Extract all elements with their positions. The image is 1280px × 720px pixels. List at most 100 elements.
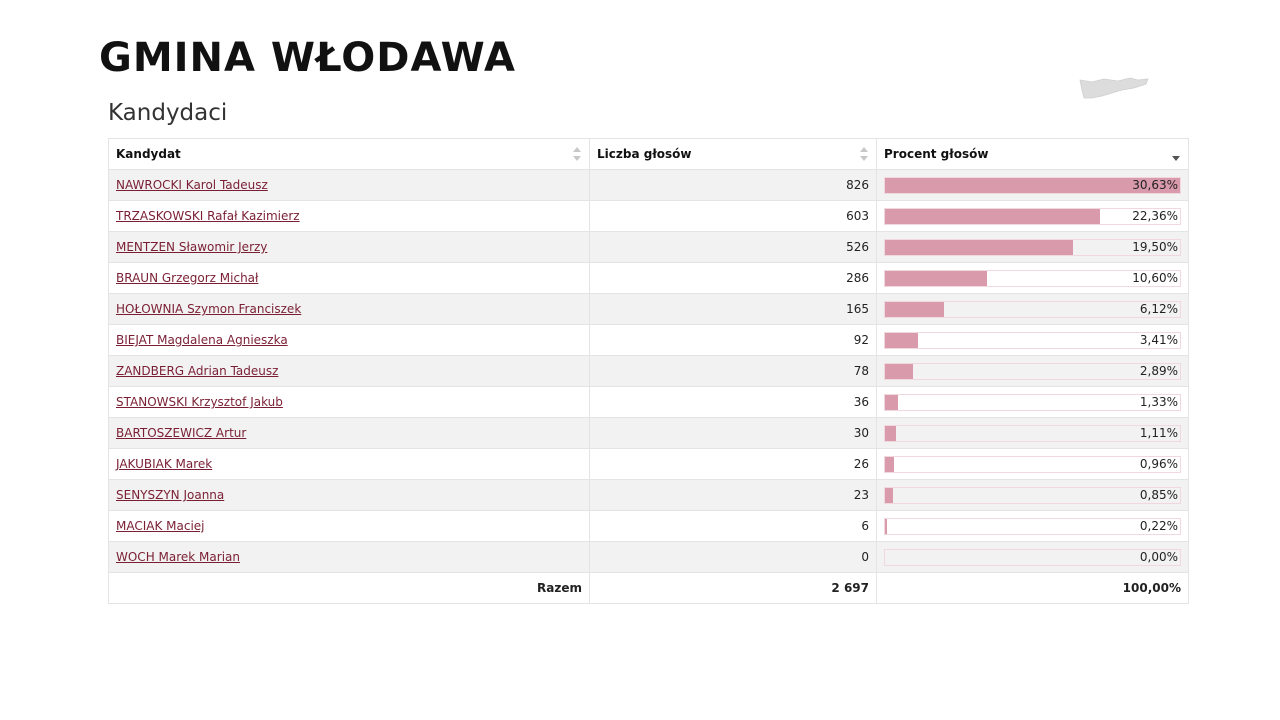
region-map-icon [1079,77,1149,99]
percent-bar-track: 1,33% [884,393,1181,411]
candidate-link[interactable]: ZANDBERG Adrian Tadeusz [116,364,279,378]
percent-cell: 1,33% [876,386,1189,418]
candidate-cell: JAKUBIAK Marek [108,448,590,480]
table-header-row: Kandydat Liczba głosów Procent głosów [108,138,1189,170]
percent-bar-fill [885,270,988,286]
percent-bar-track: 22,36% [884,207,1181,225]
percent-bar-fill [885,363,913,379]
votes-cell: 26 [589,448,877,480]
percent-bar-track: 10,60% [884,269,1181,287]
percent-cell: 6,12% [876,293,1189,325]
percent-label: 30,63% [1132,177,1178,192]
candidates-table: Kandydat Liczba głosów Procent głosów NA… [108,138,1189,604]
percent-bar-track: 1,11% [884,424,1181,442]
table-row: HOŁOWNIA Szymon Franciszek 165 6,12% [108,293,1189,325]
candidate-link[interactable]: HOŁOWNIA Szymon Franciszek [116,302,302,316]
percent-label: 10,60% [1132,270,1178,285]
table-row: SENYSZYN Joanna 23 0,85% [108,479,1189,511]
percent-label: 22,36% [1132,208,1178,223]
section-title: Kandydaci [108,100,228,126]
percent-bar-track: 6,12% [884,300,1181,318]
candidate-link[interactable]: NAWROCKI Karol Tadeusz [116,178,268,192]
votes-cell: 0 [589,541,877,573]
header-candidate[interactable]: Kandydat [108,138,590,170]
percent-bar-fill [885,394,898,410]
percent-cell: 3,41% [876,324,1189,356]
table-row: ZANDBERG Adrian Tadeusz 78 2,89% [108,355,1189,387]
total-row: Razem 2 697 100,00% [108,572,1189,604]
votes-cell: 78 [589,355,877,387]
candidate-link[interactable]: SENYSZYN Joanna [116,488,225,502]
votes-cell: 165 [589,293,877,325]
votes-cell: 826 [589,169,877,201]
total-percent: 100,00% [876,572,1189,604]
table-row: NAWROCKI Karol Tadeusz 826 30,63% [108,169,1189,201]
header-candidate-label: Kandydat [116,147,181,161]
percent-cell: 2,89% [876,355,1189,387]
sort-icon[interactable] [573,147,581,161]
candidate-cell: SENYSZYN Joanna [108,479,590,511]
candidate-cell: TRZASKOWSKI Rafał Kazimierz [108,200,590,232]
percent-cell: 0,22% [876,510,1189,542]
table-row: BIEJAT Magdalena Agnieszka 92 3,41% [108,324,1189,356]
percent-bar-track: 0,85% [884,486,1181,504]
header-percent[interactable]: Procent głosów [876,138,1189,170]
candidate-link[interactable]: TRZASKOWSKI Rafał Kazimierz [116,209,300,223]
percent-label: 0,96% [1139,456,1178,471]
percent-cell: 22,36% [876,200,1189,232]
percent-label: 0,85% [1139,487,1178,502]
candidate-link[interactable]: STANOWSKI Krzysztof Jakub [116,395,283,409]
table-row: JAKUBIAK Marek 26 0,96% [108,448,1189,480]
candidate-link[interactable]: WOCH Marek Marian [116,550,240,564]
candidate-cell: WOCH Marek Marian [108,541,590,573]
candidate-link[interactable]: BARTOSZEWICZ Artur [116,426,247,440]
candidate-cell: BRAUN Grzegorz Michał [108,262,590,294]
percent-cell: 0,96% [876,448,1189,480]
votes-cell: 286 [589,262,877,294]
percent-bar-track: 3,41% [884,331,1181,349]
total-votes: 2 697 [589,572,877,604]
table-row: TRZASKOWSKI Rafał Kazimierz 603 22,36% [108,200,1189,232]
percent-label: 19,50% [1132,239,1178,254]
percent-label: 0,22% [1139,518,1178,533]
candidate-link[interactable]: BRAUN Grzegorz Michał [116,271,259,285]
candidate-cell: BIEJAT Magdalena Agnieszka [108,324,590,356]
percent-cell: 0,00% [876,541,1189,573]
candidate-cell: NAWROCKI Karol Tadeusz [108,169,590,201]
candidate-link[interactable]: JAKUBIAK Marek [116,457,213,471]
table-row: WOCH Marek Marian 0 0,00% [108,541,1189,573]
percent-bar-fill [885,487,894,503]
page-title: GMINA WŁODAWA [99,35,516,81]
table-row: STANOWSKI Krzysztof Jakub 36 1,33% [108,386,1189,418]
candidate-link[interactable]: MENTZEN Sławomir Jerzy [116,240,268,254]
votes-cell: 6 [589,510,877,542]
header-votes[interactable]: Liczba głosów [589,138,877,170]
percent-label: 2,89% [1139,363,1178,378]
candidate-cell: ZANDBERG Adrian Tadeusz [108,355,590,387]
percent-label: 6,12% [1139,301,1178,316]
percent-bar-fill [885,425,896,441]
votes-cell: 603 [589,200,877,232]
sort-icon[interactable] [860,147,868,161]
votes-cell: 526 [589,231,877,263]
votes-cell: 23 [589,479,877,511]
percent-bar-track: 2,89% [884,362,1181,380]
total-label: Razem [108,572,590,604]
percent-label: 0,00% [1139,549,1178,564]
candidate-link[interactable]: BIEJAT Magdalena Agnieszka [116,333,288,347]
candidate-cell: STANOWSKI Krzysztof Jakub [108,386,590,418]
candidate-cell: MACIAK Maciej [108,510,590,542]
region-map-shape [1079,77,1149,99]
sort-descending-icon[interactable] [1172,147,1180,161]
percent-cell: 19,50% [876,231,1189,263]
percent-bar-fill [885,518,888,534]
percent-bar-track: 19,50% [884,238,1181,256]
percent-label: 1,33% [1139,394,1178,409]
table-row: BRAUN Grzegorz Michał 286 10,60% [108,262,1189,294]
percent-bar-track: 30,63% [884,176,1181,194]
candidate-link[interactable]: MACIAK Maciej [116,519,205,533]
candidate-cell: HOŁOWNIA Szymon Franciszek [108,293,590,325]
votes-cell: 36 [589,386,877,418]
header-votes-label: Liczba głosów [597,147,692,161]
percent-cell: 0,85% [876,479,1189,511]
